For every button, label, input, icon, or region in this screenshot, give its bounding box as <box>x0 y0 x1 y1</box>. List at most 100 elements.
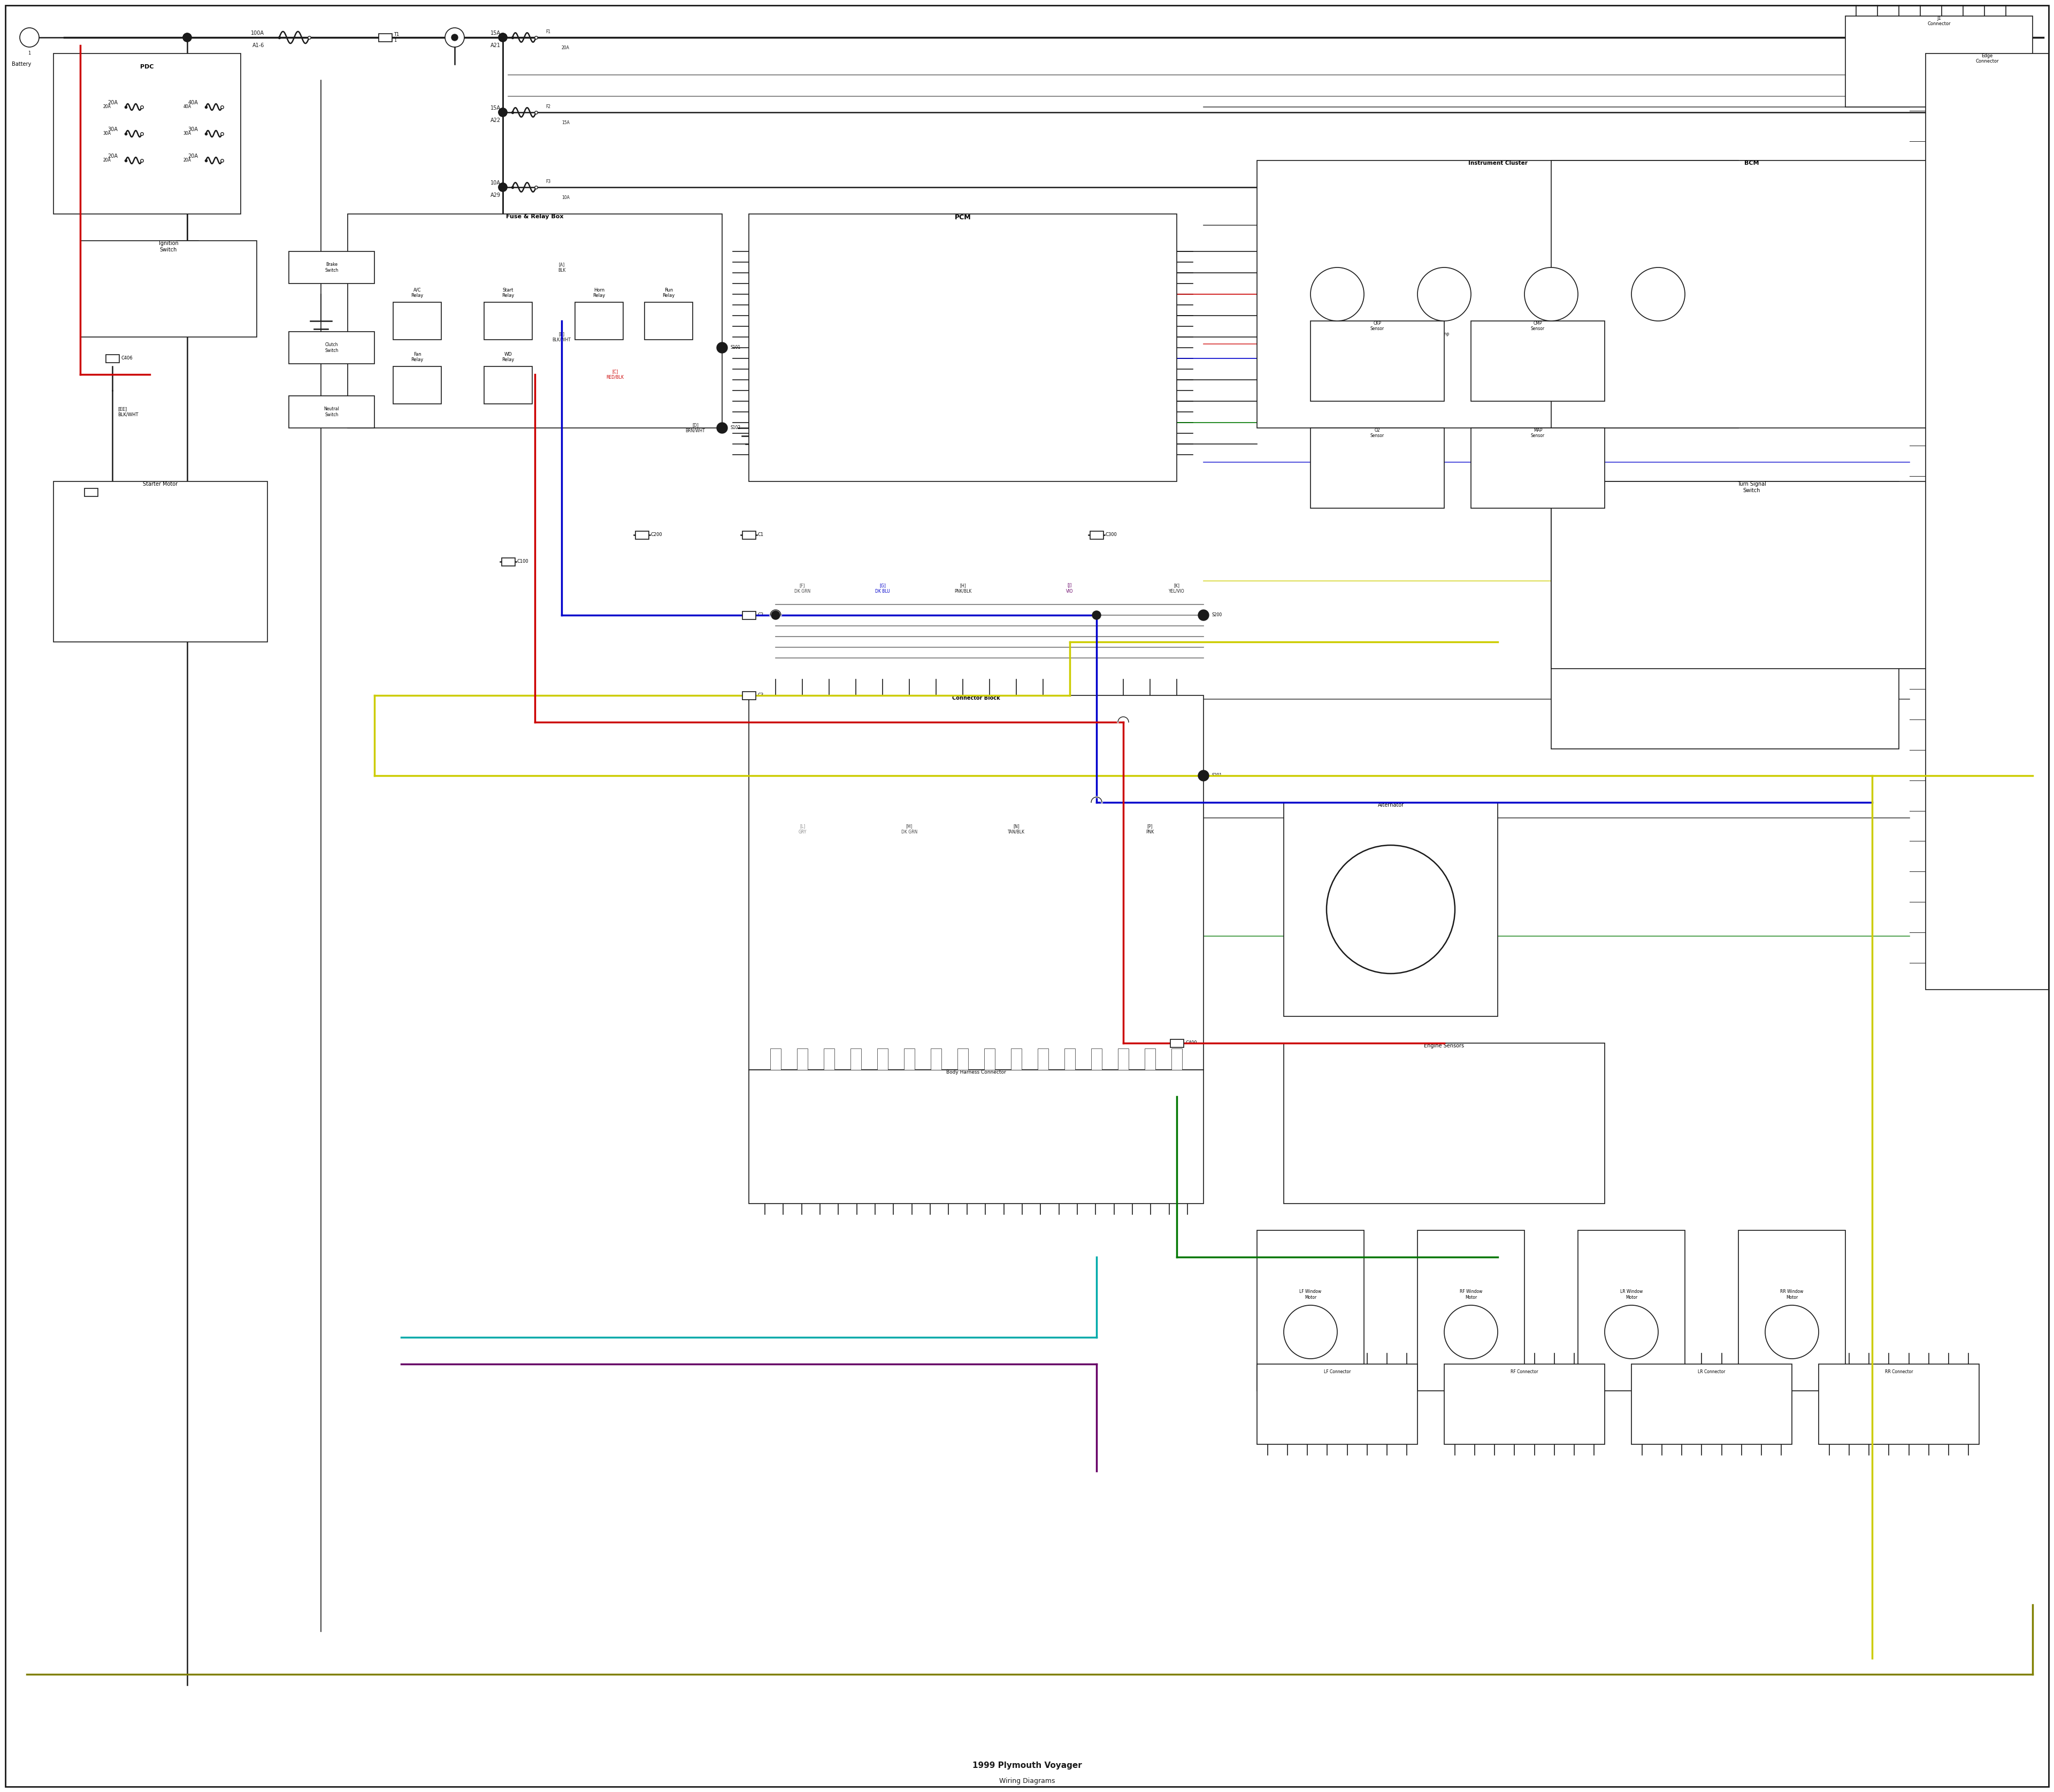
Text: Fuel: Fuel <box>1333 332 1341 337</box>
Text: M: M <box>1629 1330 1633 1335</box>
Bar <box>501 557 516 566</box>
Circle shape <box>1197 771 1210 781</box>
Text: [B]
BLK/WHT: [B] BLK/WHT <box>553 332 571 342</box>
Bar <box>1171 1039 1183 1047</box>
Bar <box>1284 803 1497 1016</box>
Bar <box>1064 1048 1074 1070</box>
Text: M: M <box>1469 1330 1473 1335</box>
Text: RF Connector: RF Connector <box>1510 1369 1538 1374</box>
Circle shape <box>1327 846 1454 973</box>
Bar <box>392 366 442 403</box>
Text: CKP
Sensor: CKP Sensor <box>1370 321 1384 332</box>
Text: RR Window
Motor: RR Window Motor <box>1781 1288 1803 1299</box>
Bar <box>1091 1048 1101 1070</box>
Text: 20A: 20A <box>183 158 191 163</box>
Text: Fuse & Relay Box: Fuse & Relay Box <box>505 213 563 219</box>
Text: 20A: 20A <box>561 47 569 50</box>
Circle shape <box>499 108 507 116</box>
Text: C1: C1 <box>758 532 764 538</box>
Text: 30A: 30A <box>103 131 111 136</box>
Bar <box>80 240 257 337</box>
Bar <box>575 303 622 340</box>
Circle shape <box>452 34 458 41</box>
Text: C200: C200 <box>651 532 661 538</box>
Circle shape <box>717 423 727 434</box>
Text: Volt: Volt <box>1653 332 1662 337</box>
Bar <box>850 1048 861 1070</box>
Text: 15A: 15A <box>491 106 501 111</box>
Circle shape <box>1444 1305 1497 1358</box>
Text: Run
Relay: Run Relay <box>661 287 676 297</box>
Bar <box>1844 16 2033 108</box>
Text: 15A: 15A <box>561 120 569 125</box>
Text: F1: F1 <box>546 30 550 34</box>
Text: [N]
TAN/BLK: [N] TAN/BLK <box>1009 824 1025 835</box>
Text: RR Connector: RR Connector <box>1886 1369 1912 1374</box>
Text: S: S <box>131 538 136 543</box>
Text: Battery: Battery <box>12 61 31 66</box>
Text: WD
Relay: WD Relay <box>501 351 514 362</box>
Text: +: + <box>27 34 31 39</box>
Text: Wiring Diagrams: Wiring Diagrams <box>998 1778 1056 1785</box>
Text: LF Connector: LF Connector <box>1323 1369 1352 1374</box>
Circle shape <box>499 34 507 41</box>
Text: S200: S200 <box>1212 613 1222 618</box>
Text: 30A: 30A <box>183 131 191 136</box>
Bar <box>930 1048 941 1070</box>
Text: Horn
Relay: Horn Relay <box>594 287 606 297</box>
Bar <box>64 509 214 572</box>
Text: Temp: Temp <box>1438 332 1450 337</box>
Text: F2: F2 <box>546 104 550 109</box>
Text: Edge
Connector: Edge Connector <box>1976 54 1999 65</box>
Bar <box>1417 1231 1524 1391</box>
Bar <box>1631 1364 1791 1444</box>
Text: [P]
PNK: [P] PNK <box>1146 824 1154 835</box>
Text: A/C
Relay: A/C Relay <box>411 287 423 297</box>
Text: Instrument Cluster: Instrument Cluster <box>1469 161 1528 167</box>
Text: [K]
YEL/VIO: [K] YEL/VIO <box>1169 582 1185 593</box>
Bar <box>1927 54 2048 989</box>
Text: Neutral
Switch: Neutral Switch <box>325 407 339 418</box>
Bar <box>957 1048 967 1070</box>
Bar <box>1091 530 1103 539</box>
Text: ALT: ALT <box>1386 907 1395 912</box>
Text: 1: 1 <box>29 50 31 56</box>
Circle shape <box>446 29 464 47</box>
Circle shape <box>717 342 727 353</box>
Circle shape <box>183 34 191 41</box>
Bar <box>1171 1048 1183 1070</box>
Bar <box>770 1048 781 1070</box>
Bar <box>1117 1048 1128 1070</box>
Circle shape <box>183 34 191 41</box>
Bar <box>290 396 374 428</box>
Text: C2: C2 <box>758 613 764 618</box>
Circle shape <box>1197 609 1210 620</box>
Text: [C]
RED/BLK: [C] RED/BLK <box>606 369 624 380</box>
Bar <box>797 1048 807 1070</box>
Text: 10A: 10A <box>491 181 501 186</box>
Text: S201: S201 <box>1212 772 1222 778</box>
Text: C3: C3 <box>758 694 764 697</box>
Bar <box>984 1048 994 1070</box>
Text: T4: T4 <box>101 489 105 495</box>
Bar <box>1257 1364 1417 1444</box>
Text: F3: F3 <box>546 179 550 185</box>
Text: Brake
Switch: Brake Switch <box>325 262 339 272</box>
Text: [F]
DK GRN: [F] DK GRN <box>795 582 811 593</box>
Bar <box>877 1048 887 1070</box>
Text: 30A: 30A <box>107 127 117 133</box>
Text: 20A: 20A <box>107 100 117 106</box>
Bar <box>53 54 240 213</box>
Bar <box>1551 482 1953 668</box>
Text: Alternator: Alternator <box>1378 803 1403 808</box>
Bar <box>741 692 756 699</box>
Text: CMP
Sensor: CMP Sensor <box>1530 321 1545 332</box>
Text: [D]
BRN/WHT: [D] BRN/WHT <box>686 423 705 434</box>
Text: C300: C300 <box>1105 532 1117 538</box>
Bar <box>347 213 723 428</box>
Circle shape <box>1631 267 1684 321</box>
Text: Ignition
Switch: Ignition Switch <box>158 240 179 253</box>
Text: BCM: BCM <box>1744 161 1758 167</box>
Text: 20A: 20A <box>103 158 111 163</box>
Bar <box>290 251 374 283</box>
